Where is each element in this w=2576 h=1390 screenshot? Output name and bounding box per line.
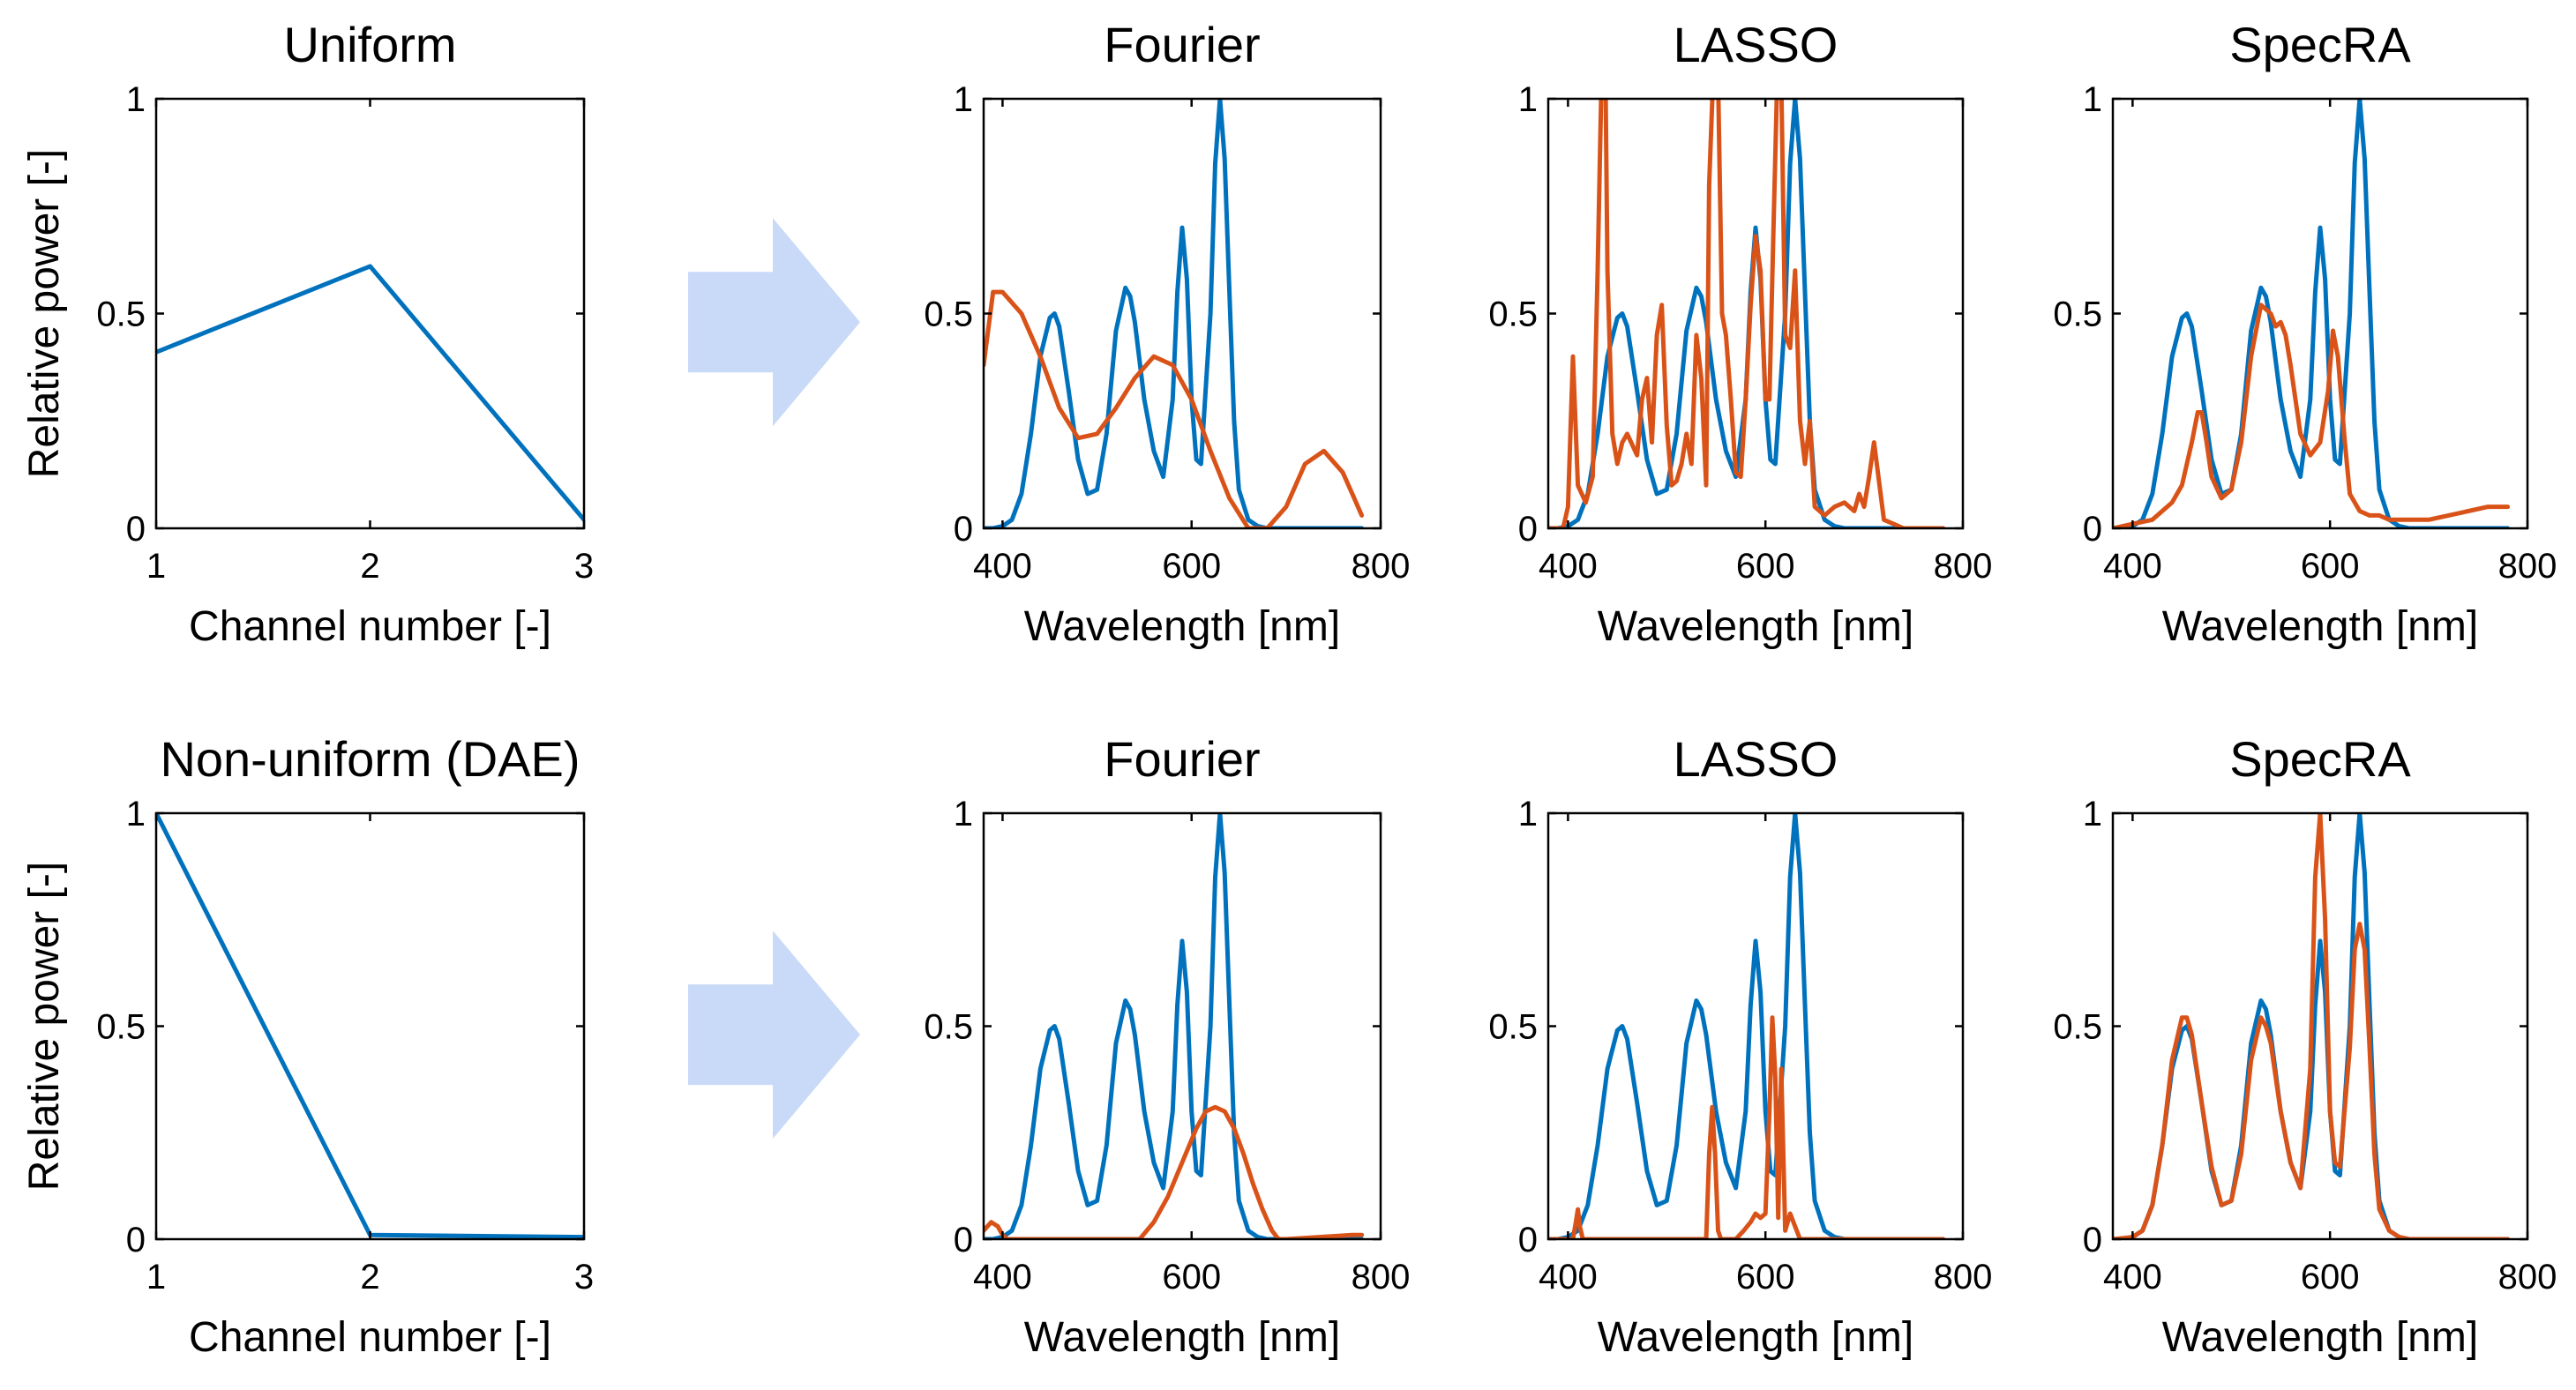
weights-uniform-ytick-label: 0.5 — [96, 295, 146, 334]
spectrum-specra-nonuniform-ytick-label: 1 — [2083, 795, 2102, 833]
spectrum-fourier-nonuniform-xtick-label: 800 — [1352, 1258, 1411, 1297]
spectrum-fourier-uniform-ytick-label: 0 — [954, 510, 973, 549]
weights-uniform-frame — [154, 97, 586, 530]
spectrum-lasso-uniform-ytick-label: 0 — [1518, 510, 1538, 549]
weights-uniform-series-weights — [156, 264, 584, 522]
weights-uniform-xtick-label: 1 — [146, 547, 166, 586]
spectrum-fourier-uniform-ytick-label: 0.5 — [924, 295, 973, 334]
spectrum-lasso-nonuniform-xtick-label: 600 — [1736, 1258, 1795, 1297]
spectrum-fourier-uniform-series-reconstruction — [984, 289, 1365, 528]
spectrum-lasso-nonuniform-xtick-label: 800 — [1934, 1258, 1993, 1297]
weights-uniform: 0 0.5 1 1 2 3 Uniform Channel number [-] Relativ… — [21, 17, 594, 650]
spectrum-fourier-nonuniform-ytick-label: 0 — [954, 1221, 973, 1259]
spectrum-specra-nonuniform-xlabel: Wavelength [nm] — [2162, 1314, 2478, 1361]
spectrum-lasso-nonuniform-series-reconstruction — [1548, 1015, 1946, 1239]
spectrum-fourier-uniform-xtick-label: 600 — [1162, 547, 1221, 586]
spectrum-specra-uniform-ytick-label: 1 — [2083, 80, 2102, 119]
spectrum-fourier-nonuniform-xtick-label: 600 — [1162, 1258, 1221, 1297]
weights-nonuniform-ytick-label: 0 — [126, 1221, 146, 1259]
spectrum-specra-nonuniform: 0 0.5 1 400 600 800 SpecRA Wavelength [nm] — [2053, 731, 2557, 1361]
spectrum-specra-nonuniform-xtick-label: 400 — [2103, 1258, 2162, 1297]
spectrum-fourier-nonuniform-ytick-label: 1 — [954, 795, 973, 833]
spectrum-lasso-nonuniform-xlabel: Wavelength [nm] — [1598, 1314, 1913, 1361]
spectrum-specra-nonuniform-title: SpecRA — [2229, 731, 2411, 787]
weights-nonuniform-series-weights — [156, 813, 584, 1239]
spectrum-fourier-uniform-frame — [982, 97, 1382, 530]
spectrum-lasso-uniform-xtick-label: 800 — [1934, 547, 1993, 586]
spectrum-specra-nonuniform-xtick-label: 800 — [2498, 1258, 2557, 1297]
spectrum-fourier-uniform-xlabel: Wavelength [nm] — [1024, 603, 1340, 650]
spectrum-lasso-nonuniform-ytick-label: 1 — [1518, 795, 1538, 833]
spectrum-lasso-nonuniform-series-reference — [1548, 813, 1946, 1239]
weights-nonuniform-xtick-label: 3 — [574, 1258, 594, 1297]
spectrum-specra-nonuniform-ytick-label: 0 — [2083, 1221, 2102, 1259]
weights-nonuniform-title: Non-uniform (DAE) — [160, 731, 580, 787]
spectrum-lasso-nonuniform: 0 0.5 1 400 600 800 LASSO Wavelength [nm] — [1488, 731, 1992, 1361]
arrow-row1 — [688, 218, 860, 427]
spectrum-fourier-nonuniform-title: Fourier — [1104, 731, 1260, 787]
spectrum-fourier-nonuniform-series-reference — [984, 813, 1365, 1239]
weights-uniform-xtick-label: 2 — [360, 547, 379, 586]
spectrum-fourier-nonuniform-xtick-label: 400 — [973, 1258, 1032, 1297]
spectrum-fourier-uniform-xtick-label: 800 — [1352, 547, 1411, 586]
spectrum-fourier-nonuniform-series-reconstruction — [984, 1104, 1365, 1239]
spectrum-specra-uniform-xtick-label: 400 — [2103, 547, 2162, 586]
weights-nonuniform-frame — [154, 811, 586, 1241]
spectrum-lasso-uniform-ytick-label: 1 — [1518, 80, 1538, 119]
spectrum-lasso-uniform-series-reconstruction — [1548, 99, 1946, 528]
spectrum-lasso-nonuniform-ytick-label: 0.5 — [1488, 1008, 1538, 1047]
spectrum-fourier-uniform-ytick-label: 1 — [954, 80, 973, 119]
spectrum-lasso-uniform-xtick-label: 600 — [1736, 547, 1795, 586]
spectrum-specra-uniform-ytick-label: 0.5 — [2053, 295, 2102, 334]
spectrum-fourier-nonuniform: 0 0.5 1 400 600 800 Fourier Wavelength [nm] — [924, 731, 1410, 1361]
spectrum-lasso-uniform-title: LASSO — [1674, 17, 1838, 72]
spectrum-fourier-nonuniform-ytick-label: 0.5 — [924, 1008, 973, 1047]
weights-nonuniform-xlabel: Channel number [-] — [189, 1314, 551, 1361]
weights-nonuniform-xtick-label: 1 — [146, 1258, 166, 1297]
spectrum-fourier-nonuniform-frame — [982, 811, 1382, 1241]
weights-uniform-xtick-label: 3 — [574, 547, 594, 586]
spectrum-specra-uniform-title: SpecRA — [2229, 17, 2411, 72]
spectrum-specra-uniform-series-reconstruction — [2113, 303, 2511, 528]
spectrum-fourier-uniform-title: Fourier — [1104, 17, 1260, 72]
weights-uniform-ytick-label: 0 — [126, 510, 146, 549]
spectrum-specra-nonuniform-frame — [2111, 811, 2529, 1241]
spectrum-specra-uniform-frame — [2111, 97, 2529, 530]
spectrum-fourier-uniform: 0 0.5 1 400 600 800 Fourier Wavelength [nm] — [924, 17, 1410, 650]
weights-nonuniform-xtick-label: 2 — [360, 1258, 379, 1297]
spectrum-fourier-nonuniform-xlabel: Wavelength [nm] — [1024, 1314, 1340, 1361]
spectrum-specra-nonuniform-xtick-label: 600 — [2301, 1258, 2360, 1297]
spectrum-lasso-nonuniform-xtick-label: 400 — [1539, 1258, 1598, 1297]
spectrum-specra-uniform-xtick-label: 600 — [2301, 547, 2360, 586]
spectrum-fourier-uniform-xtick-label: 400 — [973, 547, 1032, 586]
spectrum-lasso-nonuniform-title: LASSO — [1674, 731, 1838, 787]
spectrum-fourier-uniform-series-reference — [984, 99, 1365, 528]
spectrum-lasso-nonuniform-ytick-label: 0 — [1518, 1221, 1538, 1259]
weights-nonuniform: 0 0.5 1 1 2 3 Non-uniform (DAE) Channel number … — [21, 731, 594, 1361]
weights-uniform-title: Uniform — [283, 17, 456, 72]
spectrum-specra-uniform-ytick-label: 0 — [2083, 510, 2102, 549]
spectrum-specra-uniform-series-reference — [2113, 99, 2511, 528]
weights-nonuniform-ytick-label: 0.5 — [96, 1008, 146, 1047]
weights-uniform-ylabel: Relative power [-] — [21, 149, 68, 478]
arrow-row2 — [688, 930, 860, 1140]
weights-nonuniform-ytick-label: 1 — [126, 795, 146, 833]
weights-uniform-ytick-label: 1 — [126, 80, 146, 119]
spectrum-specra-uniform-xlabel: Wavelength [nm] — [2162, 603, 2478, 650]
spectrum-lasso-uniform-xtick-label: 400 — [1539, 547, 1598, 586]
weights-uniform-xlabel: Channel number [-] — [189, 603, 551, 650]
spectrum-lasso-nonuniform-frame — [1546, 811, 1965, 1241]
spectrum-lasso-uniform-xlabel: Wavelength [nm] — [1598, 603, 1913, 650]
spectrum-specra-nonuniform-series-reconstruction — [2113, 813, 2511, 1239]
weights-nonuniform-ylabel: Relative power [-] — [21, 862, 68, 1191]
spectrum-specra-nonuniform-ytick-label: 0.5 — [2053, 1008, 2102, 1047]
spectrum-lasso-uniform: 0 0.5 1 400 600 800 LASSO Wavelength [nm] — [1488, 17, 1992, 650]
spectrum-specra-uniform: 0 0.5 1 400 600 800 SpecRA Wavelength [nm] — [2053, 17, 2557, 650]
spectrum-specra-uniform-xtick-label: 800 — [2498, 547, 2557, 586]
spectrum-lasso-uniform-ytick-label: 0.5 — [1488, 295, 1538, 334]
